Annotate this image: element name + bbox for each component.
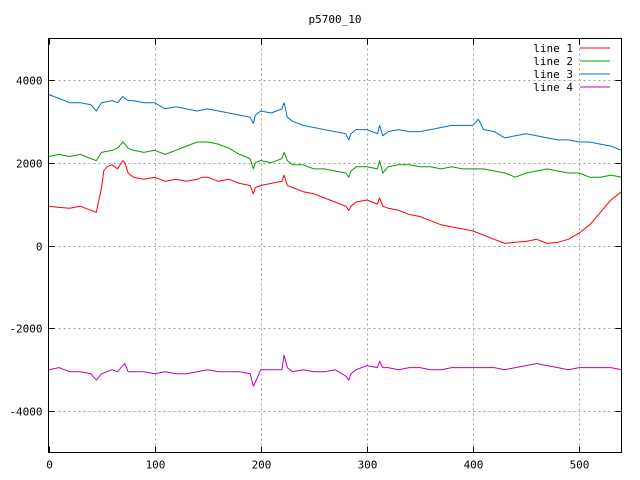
- series-line-2: [48, 141, 622, 178]
- series-line-4: [48, 354, 622, 387]
- y-tick-label: -4000: [9, 406, 42, 419]
- x-tick-label: 0: [46, 459, 53, 472]
- legend-label: line 2: [533, 55, 573, 68]
- grid: [48, 38, 622, 453]
- chart-title: p5700_10: [309, 13, 362, 26]
- plot-frame: [48, 38, 622, 453]
- y-tick-label: -2000: [9, 323, 42, 336]
- x-tick-label: 100: [146, 459, 166, 472]
- x-tick-label: 300: [358, 459, 378, 472]
- series-line-1: [48, 160, 622, 244]
- x-tick-label: 500: [570, 459, 590, 472]
- axes: 0 100 200 300 400 500 -4000 -2000 0 2000 4000: [9, 38, 622, 472]
- series-group: [48, 93, 622, 387]
- legend-label: line 1: [533, 42, 573, 55]
- legend-label: line 4: [533, 81, 573, 94]
- x-tick-label: 400: [464, 459, 484, 472]
- y-tick-label: 4000: [16, 75, 43, 88]
- y-tick-label: 2000: [16, 158, 43, 171]
- series-line-3: [48, 93, 622, 151]
- x-tick-label: 200: [252, 459, 272, 472]
- y-tick-label: 0: [36, 241, 43, 254]
- legend-label: line 3: [533, 68, 573, 81]
